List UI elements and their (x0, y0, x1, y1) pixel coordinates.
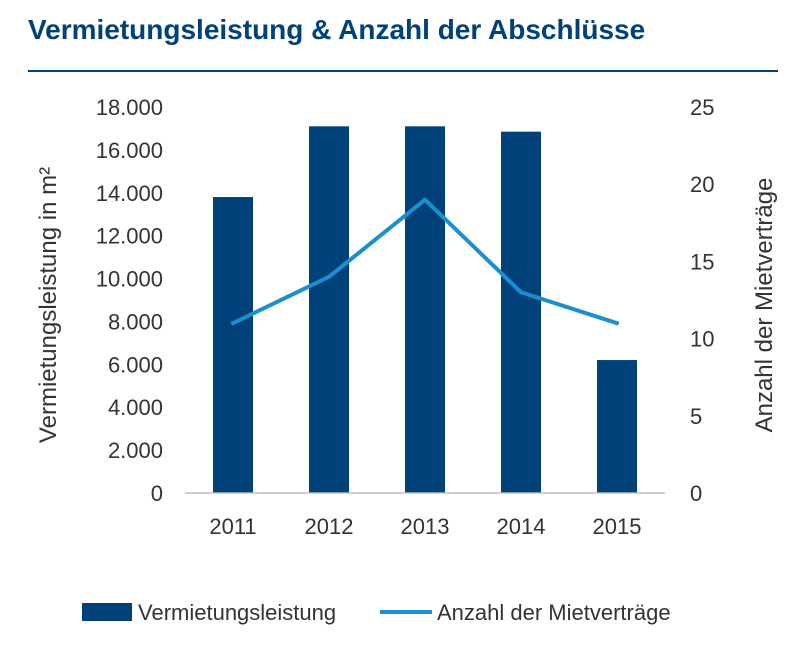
left-tick-label: 14.000 (96, 181, 163, 206)
right-tick-label: 20 (690, 172, 714, 197)
left-tick-label: 18.000 (96, 95, 163, 120)
legend: Vermietungsleistung Anzahl der Mietvertr… (82, 600, 671, 625)
left-tick-label: 12.000 (96, 224, 163, 249)
left-tick-label: 0 (151, 481, 163, 506)
left-tick-label: 4.000 (108, 395, 163, 420)
line-point-2011 (231, 321, 235, 326)
x-axis-ticks: 2011 2012 2013 2014 2015 (209, 514, 641, 539)
right-tick-label: 15 (690, 249, 714, 274)
right-tick-label: 0 (690, 481, 702, 506)
left-axis-label: Vermietungsleistung in m² (35, 167, 62, 443)
bar-2014 (501, 131, 541, 493)
right-axis-ticks: 0 5 10 15 20 25 (690, 95, 714, 506)
x-tick-label: 2014 (497, 514, 546, 539)
line-point-2013 (423, 197, 427, 202)
line-point-2014 (519, 290, 523, 295)
left-tick-label: 8.000 (108, 309, 163, 334)
right-axis-label: Anzahl der Mietverträge (751, 178, 778, 433)
right-tick-label: 10 (690, 327, 714, 352)
legend-swatch-bar (82, 603, 132, 621)
bar-2013 (405, 126, 445, 494)
left-tick-label: 10.000 (96, 267, 163, 292)
left-axis-ticks: 0 2.000 4.000 6.000 8.000 10.000 12.000 14.000 1… (96, 95, 163, 506)
legend-label-line: Anzahl der Mietverträge (437, 600, 671, 625)
x-tick-label: 2011 (209, 514, 256, 539)
right-tick-label: 5 (690, 404, 702, 429)
title-divider (28, 70, 778, 72)
x-tick-label: 2012 (305, 514, 354, 539)
x-tick-label: 2015 (593, 514, 642, 539)
left-tick-label: 16.000 (96, 138, 163, 163)
left-tick-label: 2.000 (108, 438, 163, 463)
x-tick-label: 2013 (401, 514, 450, 539)
bar-2015 (597, 360, 637, 493)
bar-2011 (213, 197, 253, 494)
right-tick-label: 25 (690, 95, 714, 120)
line-point-2015 (615, 321, 619, 326)
left-tick-label: 6.000 (108, 352, 163, 377)
line-point-2012 (327, 274, 331, 279)
legend-label-bar: Vermietungsleistung (138, 600, 336, 625)
bar-series (213, 126, 637, 494)
bar-2012 (309, 126, 349, 494)
line-series (231, 197, 619, 326)
chart-title: Vermietungsleistung & Anzahl der Abschlü… (28, 14, 646, 45)
